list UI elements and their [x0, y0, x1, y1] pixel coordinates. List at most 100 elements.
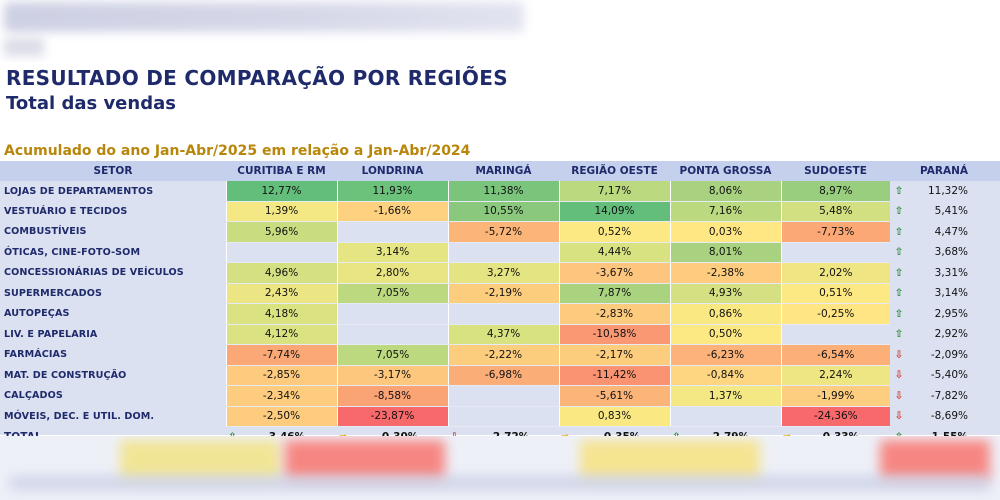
cell-parana: 3,31% — [934, 266, 968, 279]
cell-sudoeste: -0,25% — [780, 303, 890, 325]
header-ponta-grossa: PONTA GROSSA — [670, 161, 781, 181]
table-row: CONCESSIONÁRIAS DE VEÍCULOS 4,96% 2,80% 3,2… — [0, 262, 1000, 284]
cell-parana: -5,40% — [930, 369, 968, 382]
cell-curitiba: 2,43% — [225, 283, 337, 304]
cell-maringa: -5,72% — [447, 221, 559, 243]
header-setor: SETOR — [0, 161, 226, 181]
cell-parana: 2,92% — [934, 328, 968, 341]
arrow-down-icon: ⇩ — [894, 369, 904, 382]
cell-regiao-oeste: 4,44% — [558, 242, 670, 263]
cell-londrina: 7,05% — [336, 344, 448, 366]
header-parana: PARANÁ — [908, 161, 1000, 181]
cell-sudoeste: 2,24% — [780, 365, 890, 386]
cell-londrina — [336, 221, 448, 243]
period-label: Acumulado do ano Jan-Abr/2025 em relação… — [4, 143, 471, 159]
cell-curitiba: 1,39% — [225, 201, 337, 222]
table-row: LOJAS DE DEPARTAMENTOS 12,77% 11,93% 11,38%… — [0, 181, 1000, 202]
cell-londrina: 2,80% — [336, 262, 448, 284]
table-row: LIV. E PAPELARIA 4,12% 4,37% -10,58% 0,50% ⇧ 2… — [0, 324, 1000, 345]
cell-parana: 4,47% — [934, 225, 968, 238]
cell-curitiba: 4,12% — [225, 324, 337, 345]
sector-label: LIV. E PAPELARIA — [4, 328, 98, 340]
cell-sudoeste: -1,99% — [780, 385, 890, 407]
blurred-subtitle-text — [4, 38, 44, 56]
cell-curitiba: 5,96% — [225, 221, 337, 243]
cell-parana: 3,14% — [934, 287, 968, 300]
cell-parana: 3,68% — [934, 246, 968, 259]
cell-sudoeste: 2,02% — [780, 262, 890, 284]
cell-londrina: 3,14% — [336, 242, 448, 263]
cell-parana: -2,09% — [930, 348, 968, 361]
cell-ponta-grossa: 8,06% — [669, 181, 781, 202]
cell-curitiba: 4,18% — [225, 303, 337, 325]
cell-curitiba: -2,85% — [225, 365, 337, 386]
sector-label: CONCESSIONÁRIAS DE VEÍCULOS — [4, 267, 184, 279]
cell-parana: -7,82% — [930, 389, 968, 402]
cell-sudoeste: -24,36% — [780, 406, 890, 427]
cell-ponta-grossa: -6,23% — [669, 344, 781, 366]
table-row: CALÇADOS -2,34% -8,58% -5,61% 1,37% -1,99% ⇩ -7… — [0, 385, 1000, 407]
arrow-up-icon: ⇧ — [894, 205, 904, 218]
cell-ponta-grossa — [669, 406, 781, 427]
table-row: COMBUSTÍVEIS 5,96% -5,72% 0,52% 0,03% -7,73% ⇧… — [0, 221, 1000, 243]
sector-label: COMBUSTÍVEIS — [4, 226, 87, 238]
cell-ponta-grossa: 4,93% — [669, 283, 781, 304]
header-curitiba: CURITIBA E RM — [226, 161, 337, 181]
cell-londrina: -8,58% — [336, 385, 448, 407]
cell-ponta-grossa: 1,37% — [669, 385, 781, 407]
cell-sudoeste: 5,48% — [780, 201, 890, 222]
cell-curitiba: -2,34% — [225, 385, 337, 407]
arrow-down-icon: ⇩ — [894, 348, 904, 361]
arrow-up-icon: ⇧ — [894, 246, 904, 259]
table-row: AUTOPEÇAS 4,18% -2,83% 0,86% -0,25% ⇧ 2,95% — [0, 303, 1000, 325]
cell-maringa — [447, 242, 559, 263]
cell-regiao-oeste: 14,09% — [558, 201, 670, 222]
table-row: VESTUÁRIO E TECIDOS 1,39% -1,66% 10,55% 14,0… — [0, 201, 1000, 222]
cell-sudoeste — [780, 324, 890, 345]
cell-regiao-oeste: 7,87% — [558, 283, 670, 304]
blurred-title-text — [4, 2, 524, 32]
cell-regiao-oeste: -3,67% — [558, 262, 670, 284]
cell-regiao-oeste: 0,52% — [558, 221, 670, 243]
arrow-up-icon: ⇧ — [894, 266, 904, 279]
arrow-up-icon: ⇧ — [894, 185, 904, 197]
cell-parana: 11,32% — [927, 185, 968, 197]
sector-label: ÓTICAS, CINE-FOTO-SOM — [4, 246, 141, 258]
arrow-up-icon: ⇧ — [894, 307, 904, 320]
cell-curitiba — [225, 242, 337, 263]
cell-londrina: -1,66% — [336, 201, 448, 222]
sector-label: MÓVEIS, DEC. E UTIL. DOM. — [4, 410, 155, 422]
table-row: FARMÁCIAS -7,74% 7,05% -2,22% -2,17% -6,23% -6… — [0, 344, 1000, 366]
cell-ponta-grossa: 7,16% — [669, 201, 781, 222]
sector-label: VESTUÁRIO E TECIDOS — [4, 205, 128, 217]
comparison-table: SETOR CURITIBA E RM LONDRINA MARINGÁ REG… — [0, 161, 1000, 447]
header-regiao-oeste: REGIÃO OESTE — [559, 161, 670, 181]
cell-maringa — [447, 406, 559, 427]
cell-maringa: -6,98% — [447, 365, 559, 386]
cell-londrina: 7,05% — [336, 283, 448, 304]
blurred-footer — [0, 436, 1000, 500]
cell-parana: -8,69% — [930, 410, 968, 423]
cell-ponta-grossa: 0,50% — [669, 324, 781, 345]
cell-sudoeste: 8,97% — [780, 181, 890, 202]
cell-maringa — [447, 385, 559, 407]
table-row: MAT. DE CONSTRUÇÃO -2,85% -3,17% -6,98% -11,… — [0, 365, 1000, 386]
cell-regiao-oeste: -2,83% — [558, 303, 670, 325]
cell-regiao-oeste: 7,17% — [558, 181, 670, 202]
header-londrina: LONDRINA — [337, 161, 448, 181]
arrow-up-icon: ⇧ — [894, 328, 904, 341]
arrow-up-icon: ⇧ — [894, 287, 904, 300]
sector-label: SUPERMERCADOS — [4, 287, 102, 299]
cell-parana: 2,95% — [934, 307, 968, 320]
cell-londrina — [336, 324, 448, 345]
cell-maringa — [447, 303, 559, 325]
table-row: MÓVEIS, DEC. E UTIL. DOM. -2,50% -23,87% 0,… — [0, 406, 1000, 427]
header-row: SETOR CURITIBA E RM LONDRINA MARINGÁ REG… — [0, 161, 1000, 181]
cell-maringa: -2,22% — [447, 344, 559, 366]
cell-ponta-grossa: 0,86% — [669, 303, 781, 325]
cell-sudoeste: 0,51% — [780, 283, 890, 304]
cell-sudoeste: -7,73% — [780, 221, 890, 243]
blurred-header — [0, 0, 1000, 62]
cell-maringa: 10,55% — [447, 201, 559, 222]
cell-ponta-grossa: 0,03% — [669, 221, 781, 243]
